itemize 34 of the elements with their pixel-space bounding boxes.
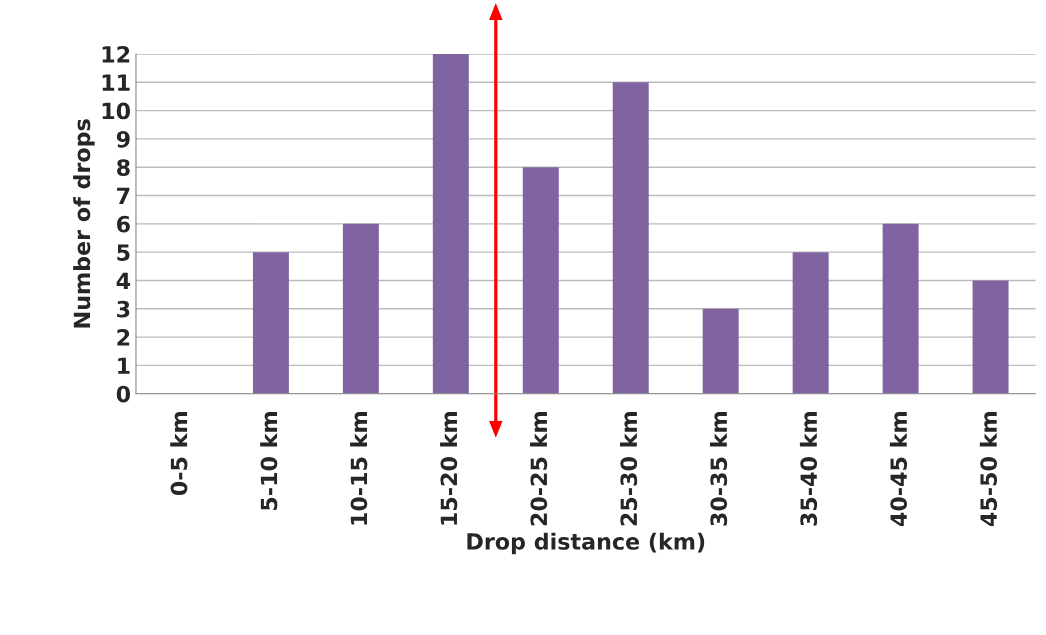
bar [792,252,829,394]
x-axis-title: Drop distance (km) [467,532,705,555]
bar [702,308,739,394]
y-tick-label: 5 [117,244,130,261]
y-tick-label: 6 [117,215,130,233]
x-tick-label: 15-20 km [440,412,458,525]
x-tick-label: 25-30 km [619,412,638,526]
bar [882,223,919,394]
y-tick-label: 7 [117,187,130,204]
y-tick-label: 10 [102,102,131,120]
y-tick-label: 2 [117,329,130,346]
y-tick-label: 1 [118,357,130,374]
y-tick-label: 8 [117,159,130,176]
bar [342,223,379,394]
y-tick-label: 11 [102,74,130,91]
x-tick-label: 35-40 km [799,412,818,526]
bar [522,167,559,394]
bar [432,53,469,394]
y-tick-label: 3 [117,300,130,318]
bar [612,82,649,394]
bar [972,280,1009,394]
x-tick-label: 45-50 km [979,412,998,527]
y-tick-label: 0 [116,385,131,403]
bar [252,252,289,394]
x-tick-label: 40-45 km [889,412,908,527]
y-axis-title: Number of drops [73,119,95,328]
y-tick-label: 4 [116,272,131,289]
x-tick-label: 20-25 km [530,412,548,526]
x-tick-label: 0-5 km [170,412,188,496]
x-tick-label: 5-10 km [260,412,278,510]
y-tick-label: 12 [102,45,130,63]
x-tick-label: 30-35 km [709,412,728,526]
x-tick-label: 10-15 km [350,412,368,525]
y-tick-label: 9 [116,130,130,148]
